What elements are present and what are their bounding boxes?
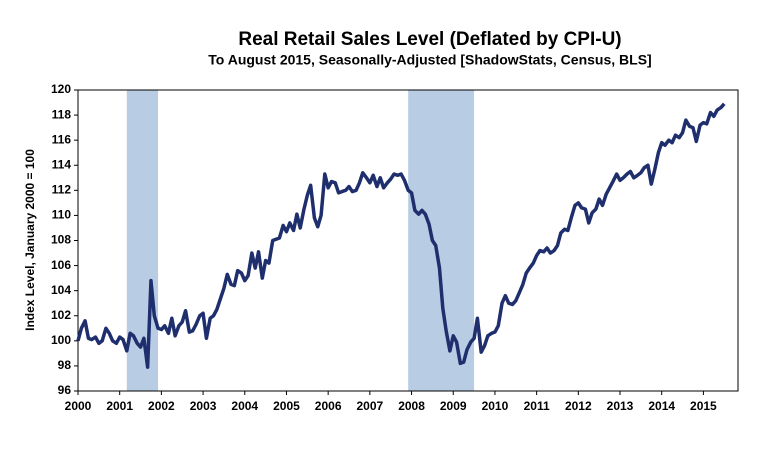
x-tick-label: 2007: [356, 399, 383, 413]
x-tick-label: 2003: [190, 399, 217, 413]
x-tick-label: 2013: [607, 399, 634, 413]
y-tick-label: 120: [51, 82, 71, 96]
y-tick-label: 114: [52, 157, 72, 171]
y-tick-label: 98: [58, 358, 72, 372]
y-tick-label: 102: [51, 308, 71, 322]
y-tick-label: 106: [51, 258, 71, 272]
x-tick-label: 2008: [398, 399, 425, 413]
x-tick-label: 2006: [315, 399, 342, 413]
y-tick-label: 96: [58, 383, 72, 397]
x-tick-label: 2001: [106, 399, 133, 413]
x-tick-label: 2011: [524, 399, 550, 413]
chart-title: Real Retail Sales Level (Deflated by CPI…: [238, 29, 621, 50]
y-tick-label: 118: [52, 107, 72, 121]
recession-band: [408, 90, 475, 391]
y-tick-label: 104: [51, 283, 71, 297]
x-tick-label: 2000: [65, 399, 92, 413]
x-tick-label: 2015: [690, 399, 717, 413]
x-tick-label: 2004: [231, 399, 258, 413]
y-tick-label: 100: [51, 333, 71, 347]
x-tick-label: 2002: [148, 399, 175, 413]
y-axis-label: Index Level, January 2000 = 100: [23, 149, 37, 331]
plot-frame: [77, 89, 739, 392]
y-tick-label: 110: [52, 208, 72, 222]
x-tick-label: 2010: [482, 399, 509, 413]
y-tick-label: 112: [52, 183, 72, 197]
x-tick-label: 2012: [565, 399, 592, 413]
chart-subtitle: To August 2015, Seasonally-Adjusted [Sha…: [208, 52, 651, 68]
y-tick-label: 116: [52, 132, 72, 146]
y-tick-label: 108: [51, 233, 71, 247]
data-line: [76, 102, 726, 369]
x-tick-label: 2009: [440, 399, 467, 413]
x-tick-label: 2005: [273, 399, 300, 413]
x-tick-label: 2014: [648, 399, 675, 413]
